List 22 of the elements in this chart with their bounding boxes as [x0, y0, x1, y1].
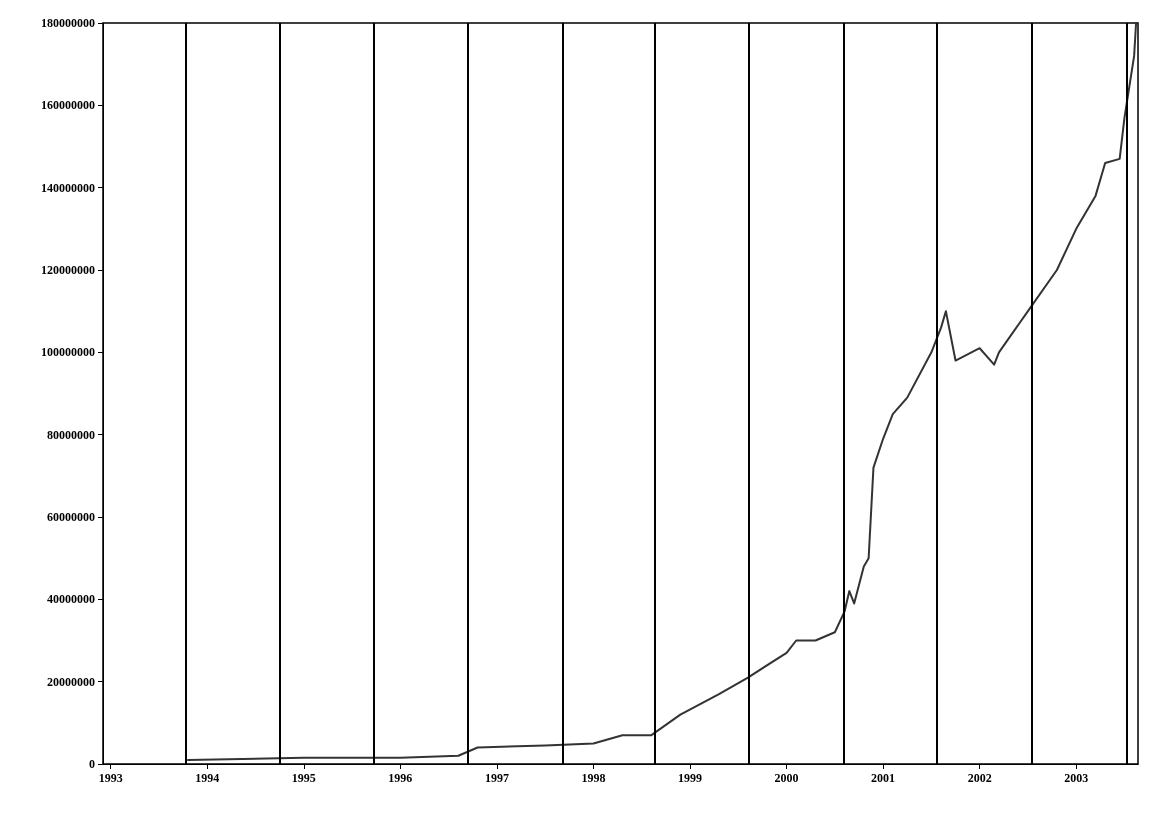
x-tick-label: 1995 — [291, 771, 316, 785]
y-tick-label: 100000000 — [41, 345, 95, 360]
x-tick-label: 1996 — [388, 771, 413, 785]
y-tick-label: 140000000 — [41, 180, 95, 195]
x-tick-label: 2002 — [967, 771, 992, 785]
x-tick-label: 1999 — [678, 771, 703, 785]
y-tick-label: 0 — [89, 757, 95, 771]
y-tick-label: 80000000 — [47, 427, 95, 442]
x-tick-label: 2003 — [1064, 771, 1089, 785]
x-tick-label: 1998 — [581, 771, 606, 785]
y-tick-label: 40000000 — [47, 592, 95, 607]
y-tick-label: 160000000 — [41, 98, 95, 113]
x-tick-label: 2000 — [774, 771, 799, 785]
y-tick-label: 20000000 — [47, 674, 95, 689]
y-tick-label: 60000000 — [47, 510, 95, 524]
y-tick-label: 120000000 — [41, 263, 95, 277]
x-tick-label: 1997 — [484, 771, 509, 785]
y-tick-label: 180000000 — [41, 16, 95, 30]
x-tick-label: 1993 — [98, 771, 123, 785]
x-tick-label: 1994 — [195, 771, 220, 785]
x-tick-label: 2001 — [871, 771, 896, 785]
line-series — [186, 22, 1138, 761]
